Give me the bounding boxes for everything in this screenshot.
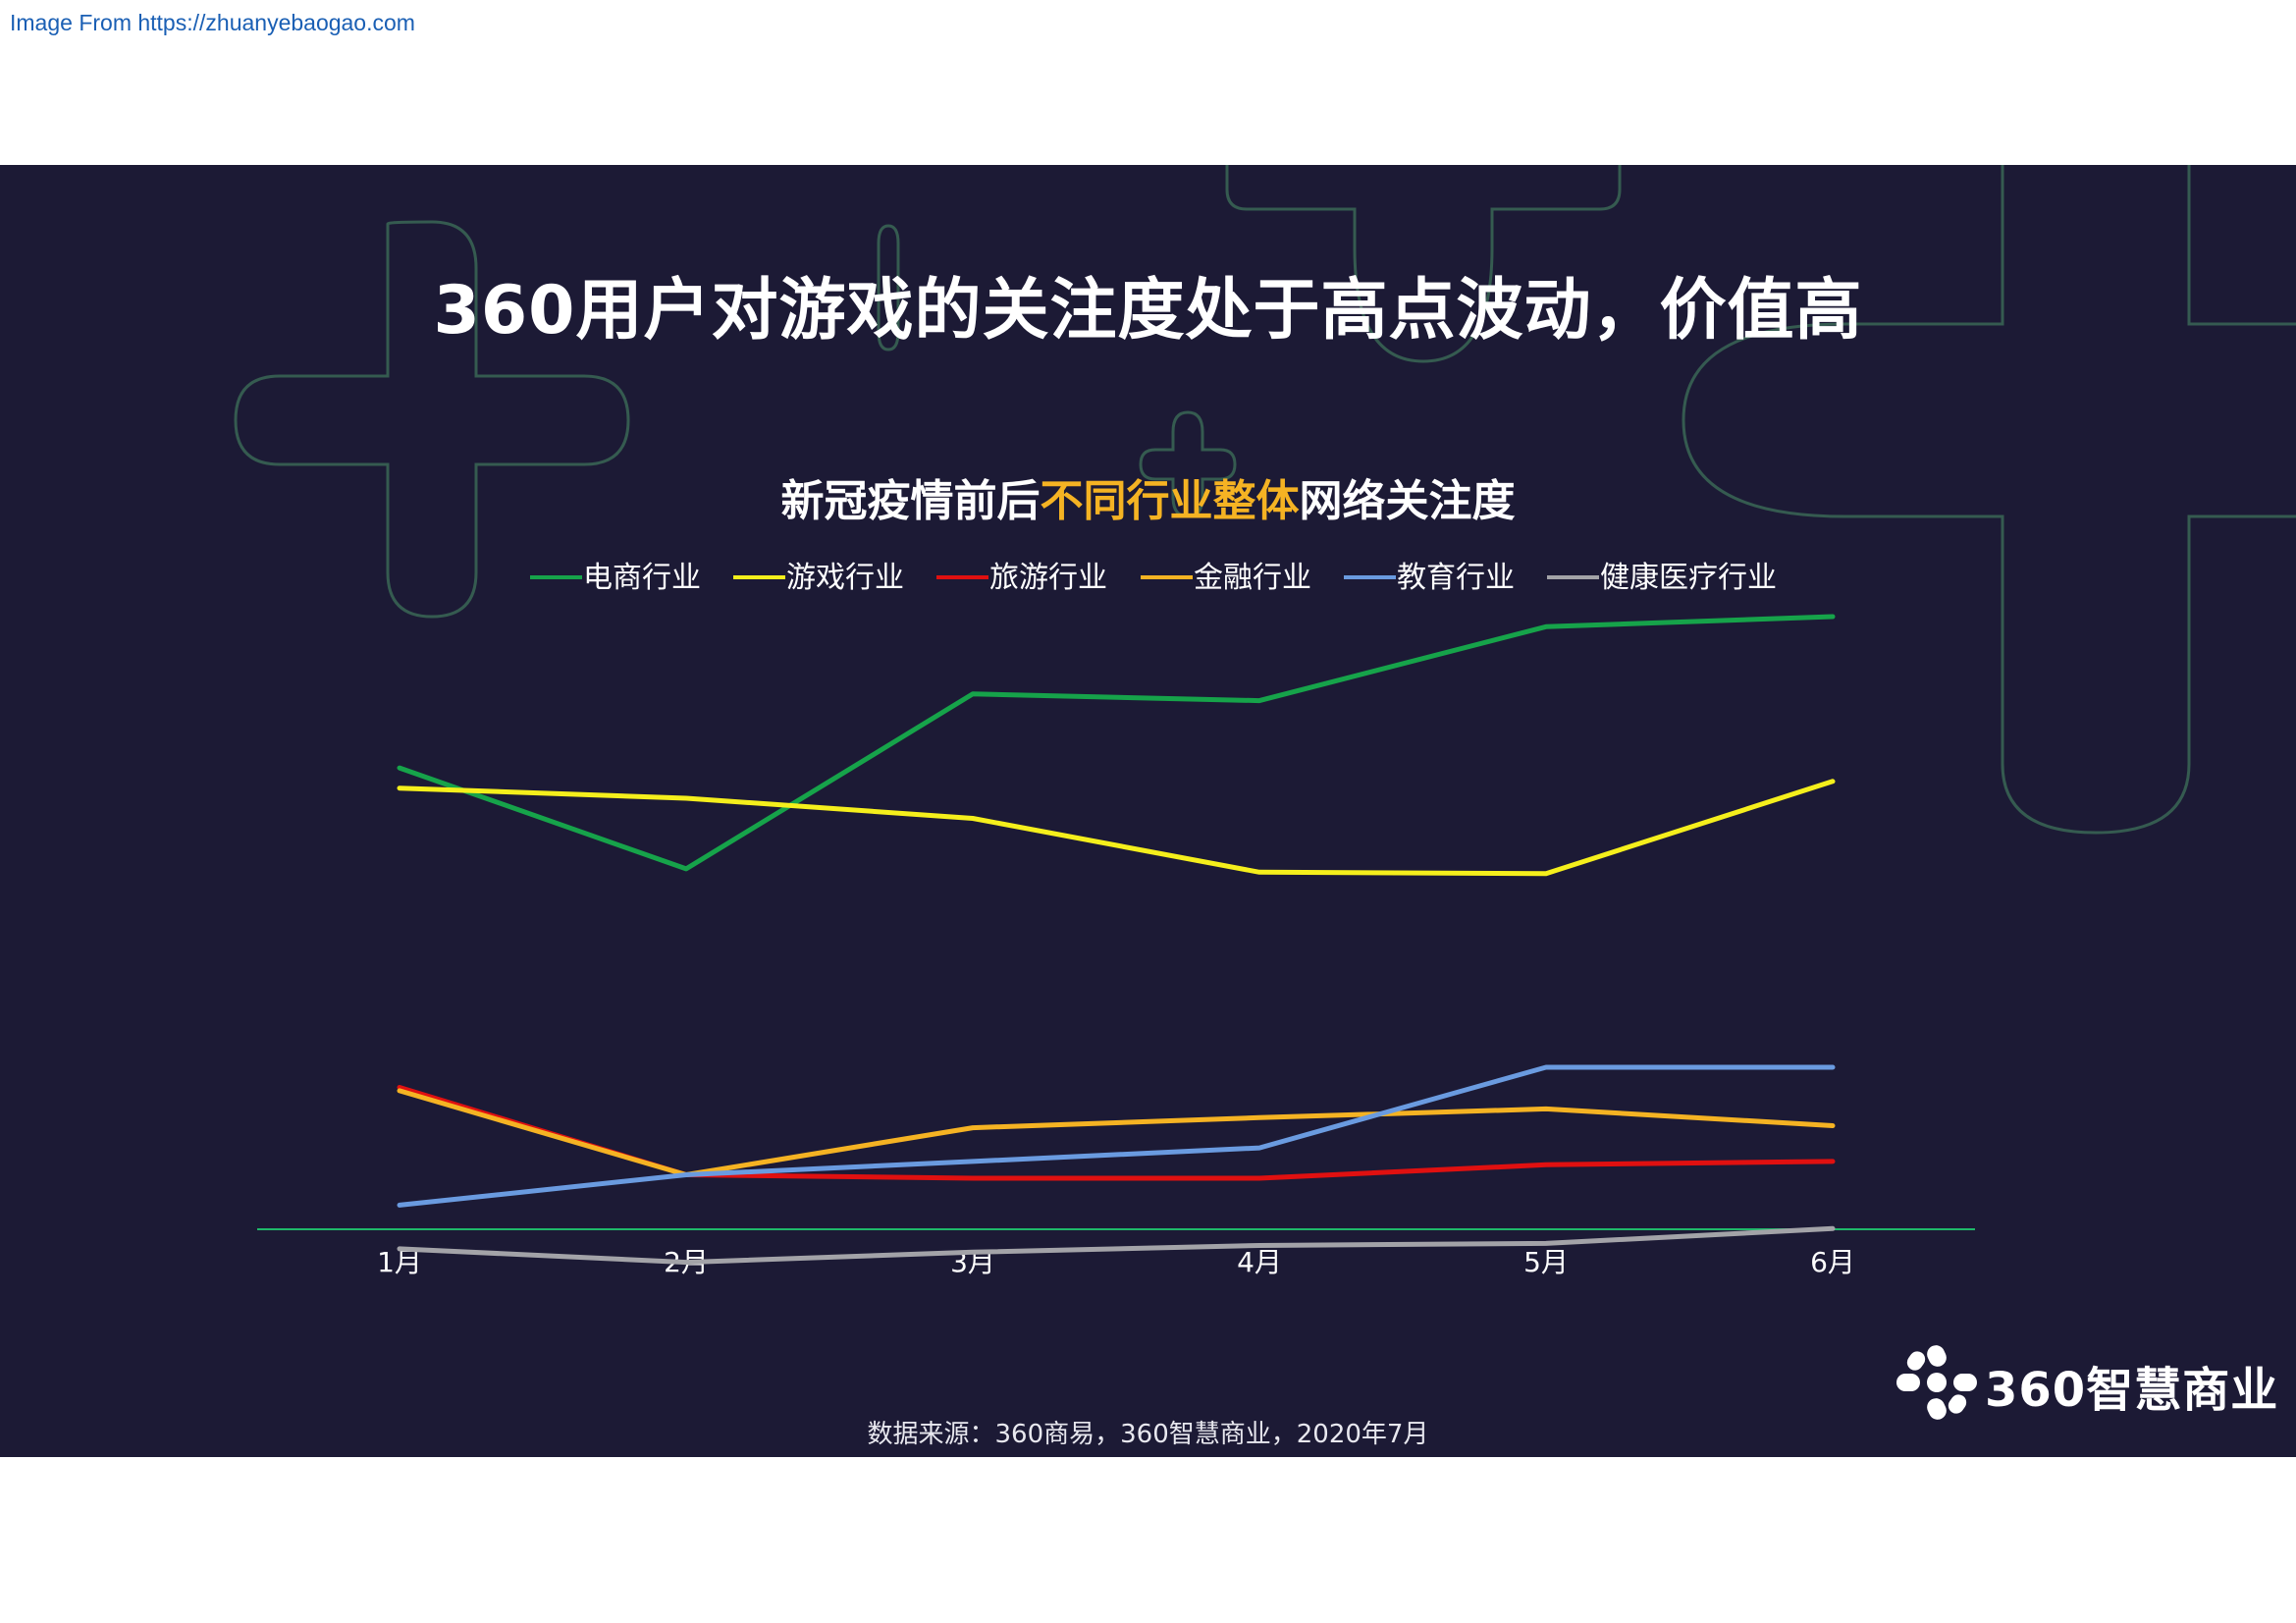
series-line [397, 1088, 1836, 1177]
legend-label: 教育行业 [1397, 561, 1515, 595]
series-line [397, 779, 1836, 877]
legend-label: 旅游行业 [989, 561, 1107, 595]
x-tick-label: 5月 [1523, 1246, 1569, 1278]
x-tick-label: 6月 [1810, 1246, 1855, 1278]
subtitle-highlight: 不同行业整体 [1040, 476, 1300, 526]
brand-logo: 360智慧商业 [1895, 1343, 2277, 1422]
chart-subtitle: 新冠疫情前后不同行业整体网络关注度 [0, 465, 2296, 528]
series-line [397, 614, 1836, 872]
source-banner[interactable]: Image From https://zhuanyebaogao.com [10, 10, 415, 35]
game-controller-decoration [234, 165, 2296, 835]
slide: 360用户对游戏的关注度处于高点波动，价值高 新冠疫情前后不同行业整体网络关注度… [0, 165, 2296, 1457]
legend-label: 健康医疗行业 [1600, 561, 1777, 595]
x-tick-label: 4月 [1237, 1246, 1282, 1278]
legend-label: 游戏行业 [786, 561, 904, 595]
series-line [397, 1225, 1836, 1266]
subtitle-suffix: 网络关注度 [1299, 476, 1516, 526]
data-source-note: 数据来源：360商易，360智慧商业，2020年7月 [867, 1420, 1429, 1449]
subtitle-prefix: 新冠疫情前后 [780, 476, 1041, 526]
logo-text: 360智慧商业 [1985, 1363, 2279, 1418]
slide-title: 360用户对游戏的关注度处于高点波动，价值高 [433, 272, 1863, 350]
series-line [397, 1064, 1836, 1208]
legend-label: 金融行业 [1194, 561, 1311, 595]
360-snowflake-logo-icon [1896, 1345, 1977, 1420]
series-line [397, 1085, 1836, 1181]
legend-label: 电商行业 [583, 561, 701, 595]
